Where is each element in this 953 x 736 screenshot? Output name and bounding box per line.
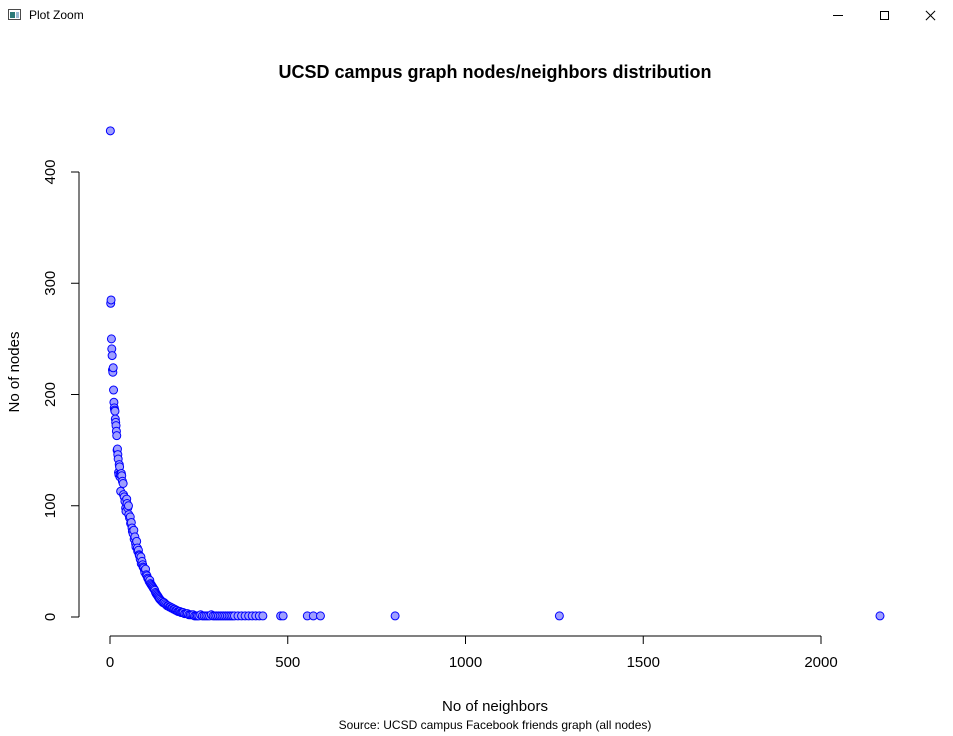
maximize-icon	[879, 11, 889, 20]
data-point-8	[108, 363, 118, 373]
maximize-button[interactable]	[861, 0, 907, 31]
data-point-33	[118, 479, 128, 488]
chart-subtitle: Source: UCSD campus Facebook friends gra…	[339, 718, 652, 732]
x-tick-label-1: 500	[275, 654, 300, 671]
data-point-158	[390, 611, 400, 621]
y-tick-label-2: 200	[42, 382, 59, 407]
data-point-13	[110, 406, 120, 416]
x-tick-label-3: 1500	[627, 654, 660, 671]
axes: 0 500 1000 1500 2000 0 100 200 300 400	[42, 159, 838, 671]
window-title: Plot Zoom	[29, 8, 84, 22]
data-point-9	[109, 385, 119, 395]
data-point-152	[258, 611, 268, 621]
data-points	[105, 126, 885, 621]
minimize-button[interactable]	[815, 0, 861, 31]
data-point-0	[105, 126, 115, 136]
chart-title: UCSD campus graph nodes/neighbors distri…	[278, 62, 711, 82]
data-point-18	[112, 431, 122, 441]
y-tick-label-3: 300	[42, 271, 59, 296]
data-point-42	[123, 501, 133, 511]
minimize-icon	[833, 15, 843, 16]
plot-zoom-app-icon	[8, 9, 21, 20]
y-tick-label-4: 400	[42, 159, 59, 184]
x-tick-label-2: 1000	[449, 654, 482, 671]
data-point-157	[315, 611, 325, 621]
y-tick-label-1: 100	[42, 493, 59, 518]
x-tick-label-0: 0	[106, 654, 114, 671]
data-point-160	[875, 611, 885, 621]
data-point-154	[278, 611, 288, 621]
y-axis-label: No of nodes	[6, 332, 23, 413]
data-point-2	[106, 295, 116, 305]
x-axis-label: No of neighbors	[442, 698, 548, 715]
data-point-159	[554, 611, 564, 621]
x-tick-label-4: 2000	[804, 654, 837, 671]
window-title-bar: Plot Zoom	[0, 0, 953, 31]
y-tick-label-0: 0	[42, 613, 59, 621]
data-point-5	[107, 351, 117, 361]
data-point-3	[106, 334, 116, 344]
